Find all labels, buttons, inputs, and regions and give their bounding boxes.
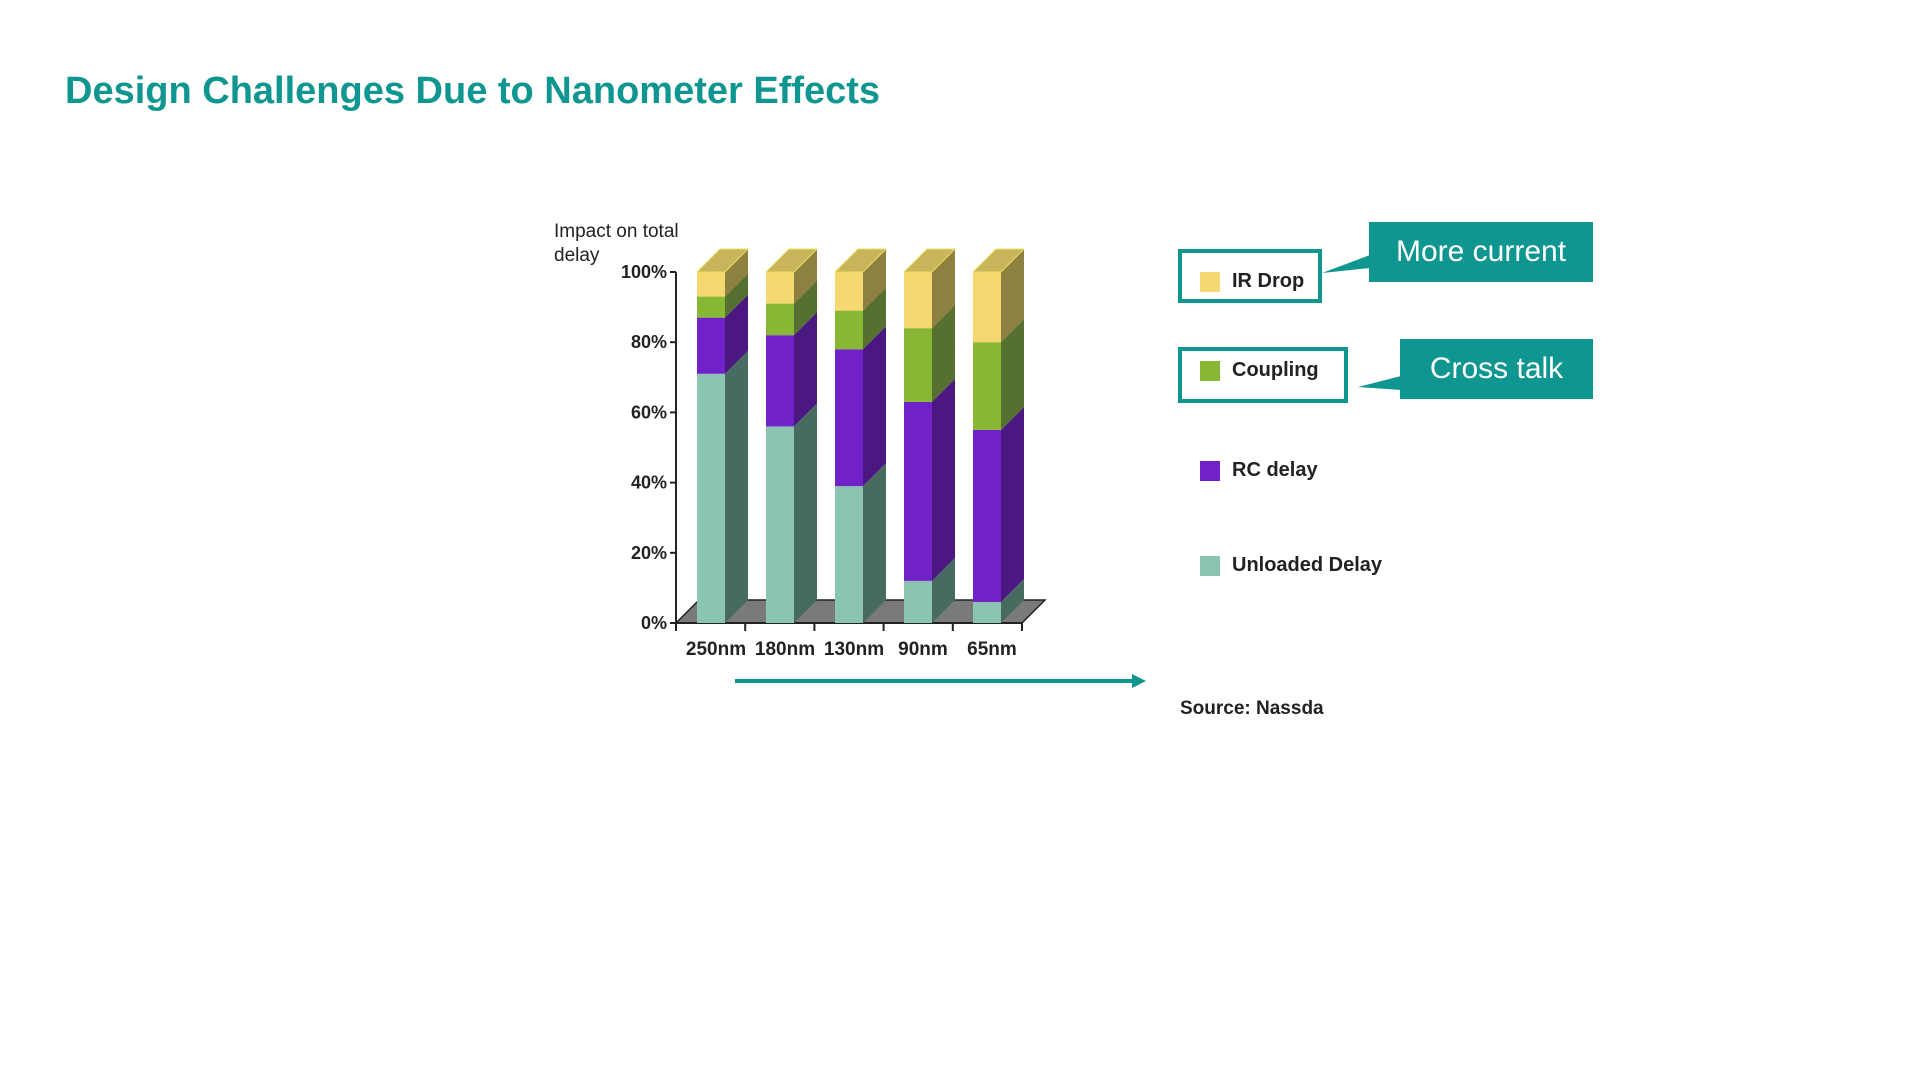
bar-side-90nm	[932, 305, 955, 402]
source-note: Source: Nassda	[1180, 698, 1324, 719]
callout-more-current: More current	[1369, 222, 1593, 282]
bar-coupling-250nm	[697, 296, 725, 318]
legend-label: Coupling	[1232, 359, 1319, 381]
bar-coupling-180nm	[766, 303, 794, 336]
bar-unloaded-delay-90nm	[904, 580, 932, 623]
y-tick-label: 20%	[631, 543, 667, 563]
bar-rc-delay-90nm	[904, 401, 932, 581]
callout-tail	[1322, 255, 1370, 273]
bar-side-65nm	[1001, 406, 1024, 602]
bar-rc-delay-65nm	[973, 429, 1001, 602]
bar-unloaded-delay-180nm	[766, 426, 794, 623]
bar-side-65nm	[1001, 249, 1024, 343]
bar-top-130nm	[833, 248, 888, 273]
callout-cross-talk: Cross talk	[1400, 339, 1593, 399]
bar-top-250nm	[695, 248, 750, 273]
bar-ir-drop-250nm	[697, 272, 725, 297]
bar-rc-delay-130nm	[835, 349, 863, 487]
bar-side-90nm	[932, 557, 955, 623]
bar-ir-drop-65nm	[973, 272, 1001, 343]
bar-side-130nm	[863, 463, 886, 623]
x-tick-label: 250nm	[686, 639, 746, 660]
coupling-highlight-box	[1178, 347, 1348, 403]
bar-ir-drop-90nm	[904, 272, 932, 329]
bar-coupling-65nm	[973, 342, 1001, 430]
unloaded-delay-swatch	[1200, 555, 1220, 576]
bar-top-180nm	[764, 248, 819, 273]
bar-rc-delay-250nm	[697, 317, 725, 374]
page-title: Design Challenges Due to Nanometer Effec…	[65, 70, 881, 112]
legend-label: IR Drop	[1232, 270, 1305, 292]
coupling-swatch	[1200, 360, 1220, 381]
bar-side-130nm	[863, 326, 886, 487]
bar-top-65nm	[971, 248, 1026, 273]
bar-side-250nm	[725, 294, 748, 374]
y-tick-label: 100%	[621, 262, 667, 282]
bar-unloaded-delay-130nm	[835, 486, 863, 623]
rc-delay-swatch	[1200, 460, 1220, 481]
bar-side-180nm	[794, 403, 817, 623]
x-tick-label: 65nm	[967, 639, 1017, 660]
bar-top-90nm	[902, 248, 957, 273]
ir-drop-swatch	[1200, 271, 1220, 292]
callout-tail	[1358, 376, 1401, 390]
ir-drop-highlight-box	[1178, 249, 1322, 303]
bar-side-250nm	[725, 249, 748, 297]
bar-side-65nm	[1001, 319, 1024, 430]
bar-rc-delay-180nm	[766, 335, 794, 427]
legend-coupling: Coupling	[1200, 359, 1319, 382]
bar-side-180nm	[794, 280, 817, 336]
legend-ir-drop: IR Drop	[1200, 270, 1304, 293]
y-tick-label: 40%	[631, 473, 667, 493]
bar-side-130nm	[863, 249, 886, 311]
bar-side-250nm	[725, 273, 748, 318]
y-tick-label: 80%	[631, 332, 667, 352]
legend-unloaded-delay: Unloaded Delay	[1200, 554, 1382, 577]
x-tick-label: 130nm	[824, 639, 884, 660]
bar-coupling-130nm	[835, 310, 863, 350]
bar-side-65nm	[1001, 578, 1024, 623]
y-axis-title: Impact on total delay	[554, 221, 679, 266]
x-tick-label: 180nm	[755, 639, 815, 660]
bar-coupling-90nm	[904, 328, 932, 402]
bar-side-180nm	[794, 312, 817, 427]
y-tick-label: 60%	[631, 402, 667, 422]
bar-ir-drop-180nm	[766, 272, 794, 304]
bar-ir-drop-130nm	[835, 272, 863, 311]
bar-side-90nm	[932, 249, 955, 329]
y-tick-label: 0%	[641, 613, 667, 633]
trend-arrow-head	[1132, 674, 1146, 688]
legend-label: Unloaded Delay	[1232, 554, 1383, 576]
bar-unloaded-delay-250nm	[697, 373, 725, 623]
x-tick-label: 90nm	[898, 639, 948, 660]
legend-label: RC delay	[1232, 459, 1318, 481]
bar-side-250nm	[725, 350, 748, 623]
bar-side-130nm	[863, 287, 886, 350]
bar-side-90nm	[932, 378, 955, 581]
legend-rc-delay: RC delay	[1200, 459, 1318, 482]
bar-side-180nm	[794, 249, 817, 304]
bar-unloaded-delay-65nm	[973, 601, 1001, 623]
